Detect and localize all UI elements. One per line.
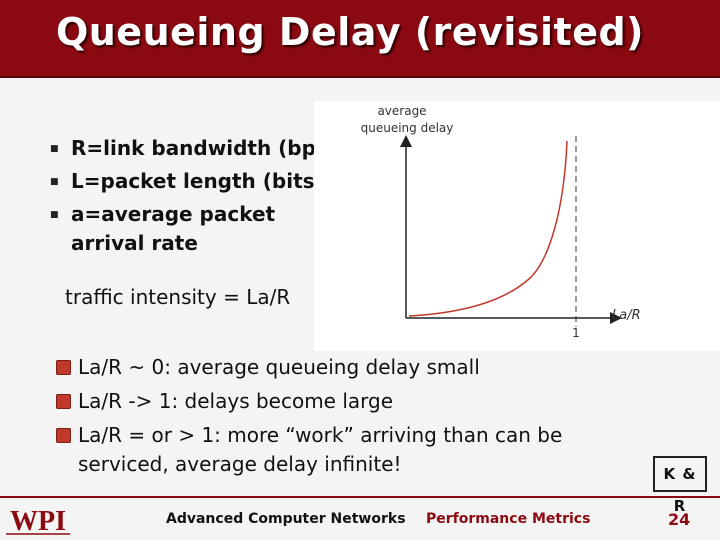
svg-text:WPI: WPI	[10, 506, 66, 537]
x-axis-tick-label: 1	[572, 326, 580, 340]
list-item: ■ L=packet length (bits)	[50, 167, 340, 196]
observation-text: La/R ~ 0: average queueing delay small	[78, 355, 480, 379]
x-axis-label: La/R	[612, 308, 641, 323]
list-item: ■ a=average packet arrival rate	[50, 200, 340, 258]
traffic-intensity-formula: traffic intensity = La/R	[65, 285, 291, 309]
title-bar	[0, 0, 720, 78]
definition-text: L=packet length (bits)	[71, 169, 324, 193]
y-axis-label-line2: queueing delay	[361, 121, 454, 135]
square-bullet-icon	[56, 394, 71, 409]
delay-graph: average queueing delay La/R 1	[314, 101, 720, 351]
kr-badge: K & R	[653, 456, 707, 515]
page-number: 24	[668, 510, 691, 529]
delay-curve	[408, 140, 568, 317]
bullet-icon: ■	[50, 144, 59, 154]
definition-text: a=average packet arrival rate	[71, 202, 276, 255]
wpi-logo: WPI	[4, 503, 72, 537]
list-item: La/R ~ 0: average queueing delay small	[56, 353, 596, 382]
square-bullet-icon	[56, 360, 71, 375]
observation-list: La/R ~ 0: average queueing delay small L…	[56, 353, 596, 484]
list-item: ■ R=link bandwidth (bps)	[50, 134, 340, 163]
bullet-icon: ■	[50, 210, 59, 220]
observation-text: La/R -> 1: delays become large	[78, 389, 394, 413]
y-axis-label-line1: average	[377, 104, 426, 118]
list-item: La/R -> 1: delays become large	[56, 387, 596, 416]
observation-text: La/R = or > 1: more “work” arriving than…	[78, 423, 563, 476]
square-bullet-icon	[56, 428, 71, 443]
slide-title: Queueing Delay (revisited)	[55, 10, 645, 54]
footer-topic: Performance Metrics	[426, 511, 591, 527]
footer-course-title: Advanced Computer Networks	[166, 511, 406, 527]
list-item: La/R = or > 1: more “work” arriving than…	[56, 421, 596, 479]
bullet-icon: ■	[50, 177, 59, 187]
footer-divider	[0, 496, 720, 498]
definition-list: ■ R=link bandwidth (bps) ■ L=packet leng…	[50, 134, 340, 262]
definition-text: R=link bandwidth (bps)	[71, 136, 337, 160]
delay-graph-svg: average queueing delay La/R 1	[361, 104, 641, 340]
